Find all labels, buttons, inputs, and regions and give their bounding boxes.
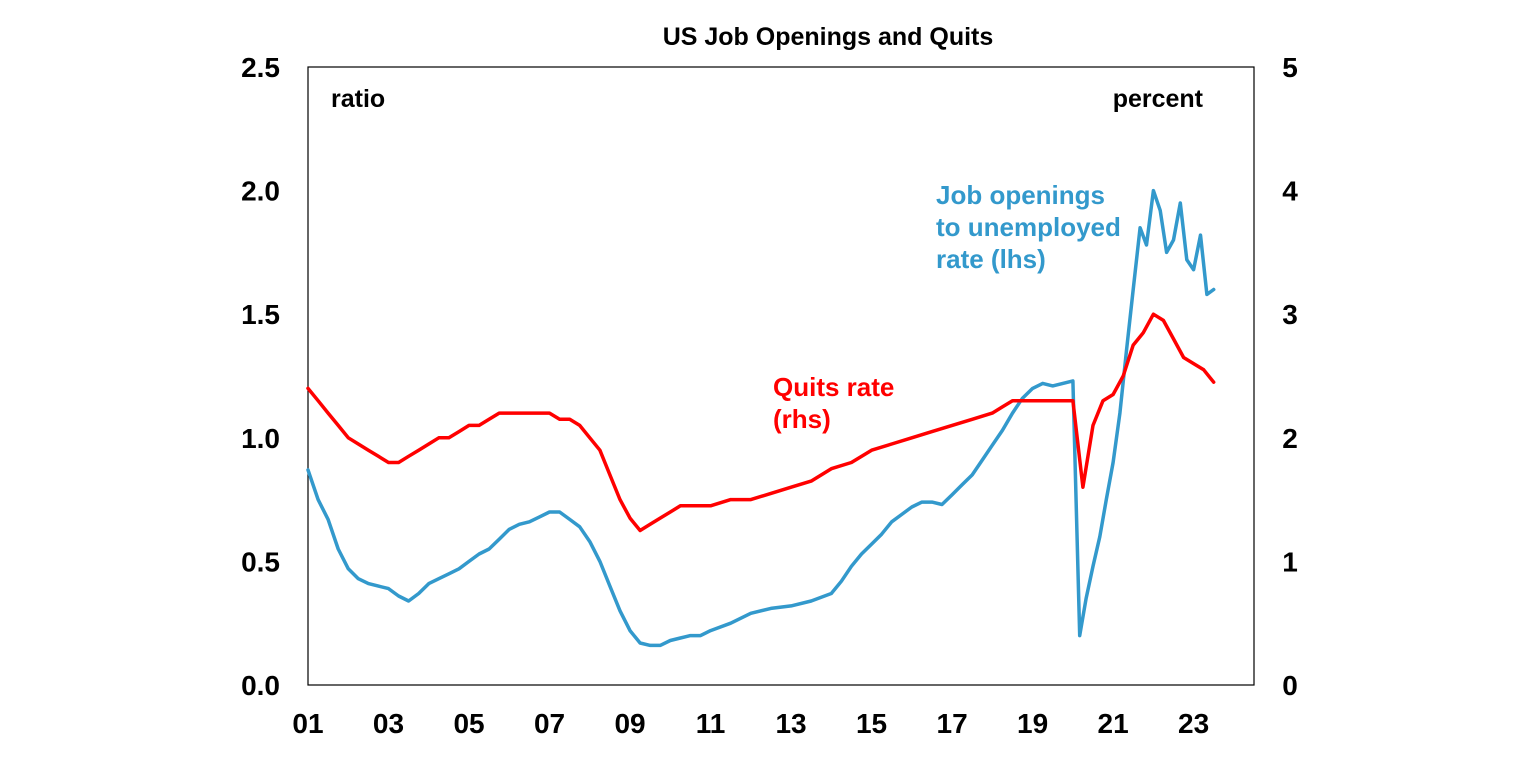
left-tick-label: 0.0	[241, 670, 280, 701]
right-tick-label: 5	[1282, 52, 1298, 83]
openings-label-line-1: Job openings	[936, 180, 1105, 210]
x-tick-label: 09	[614, 708, 645, 739]
right-tick-label: 4	[1282, 176, 1298, 207]
x-tick-label: 05	[453, 708, 484, 739]
left-tick-label: 2.0	[241, 176, 280, 207]
right-tick-label: 2	[1282, 423, 1298, 454]
x-tick-label: 21	[1098, 708, 1129, 739]
series-layer	[306, 188, 1216, 648]
x-tick-label: 17	[937, 708, 968, 739]
x-tick-label: 15	[856, 708, 887, 739]
right-axis-ticks: 0 1 2 3 4 5	[1282, 52, 1298, 701]
x-tick-label: 03	[373, 708, 404, 739]
x-tick-label: 19	[1017, 708, 1048, 739]
quits-label-line-1: Quits rate	[773, 372, 894, 402]
x-tick-label: 07	[534, 708, 565, 739]
left-tick-label: 0.5	[241, 546, 280, 577]
right-tick-label: 1	[1282, 546, 1298, 577]
left-axis-ticks: 0.0 0.5 1.0 1.5 2.0 2.5	[241, 52, 280, 701]
openings-label-line-3: rate (lhs)	[936, 244, 1046, 274]
x-tick-label: 23	[1178, 708, 1209, 739]
job-openings-ratio-line	[306, 188, 1216, 648]
left-tick-label: 1.5	[241, 299, 280, 330]
quits-label-line-2: (rhs)	[773, 404, 831, 434]
openings-label-line-2: to unemployed	[936, 212, 1121, 242]
left-tick-label: 1.0	[241, 423, 280, 454]
openings-series-label: Job openings to unemployed rate (lhs)	[936, 180, 1128, 274]
plot-area-frame	[307, 66, 1255, 686]
right-tick-label: 3	[1282, 299, 1298, 330]
left-tick-label: 2.5	[241, 52, 280, 83]
x-tick-label: 01	[292, 708, 323, 739]
x-axis-ticks: 01 03 05 07 09 11 13 15 17 19 21 23	[292, 708, 1209, 739]
quits-series-label: Quits rate (rhs)	[773, 372, 902, 434]
x-tick-label: 11	[696, 708, 726, 739]
left-axis-unit-label: ratio	[331, 85, 385, 113]
quits-rate-line	[306, 312, 1216, 533]
x-tick-label: 13	[775, 708, 806, 739]
right-tick-label: 0	[1282, 670, 1298, 701]
chart-title: US Job Openings and Quits	[663, 23, 994, 51]
right-axis-unit-label: percent	[1113, 85, 1204, 113]
